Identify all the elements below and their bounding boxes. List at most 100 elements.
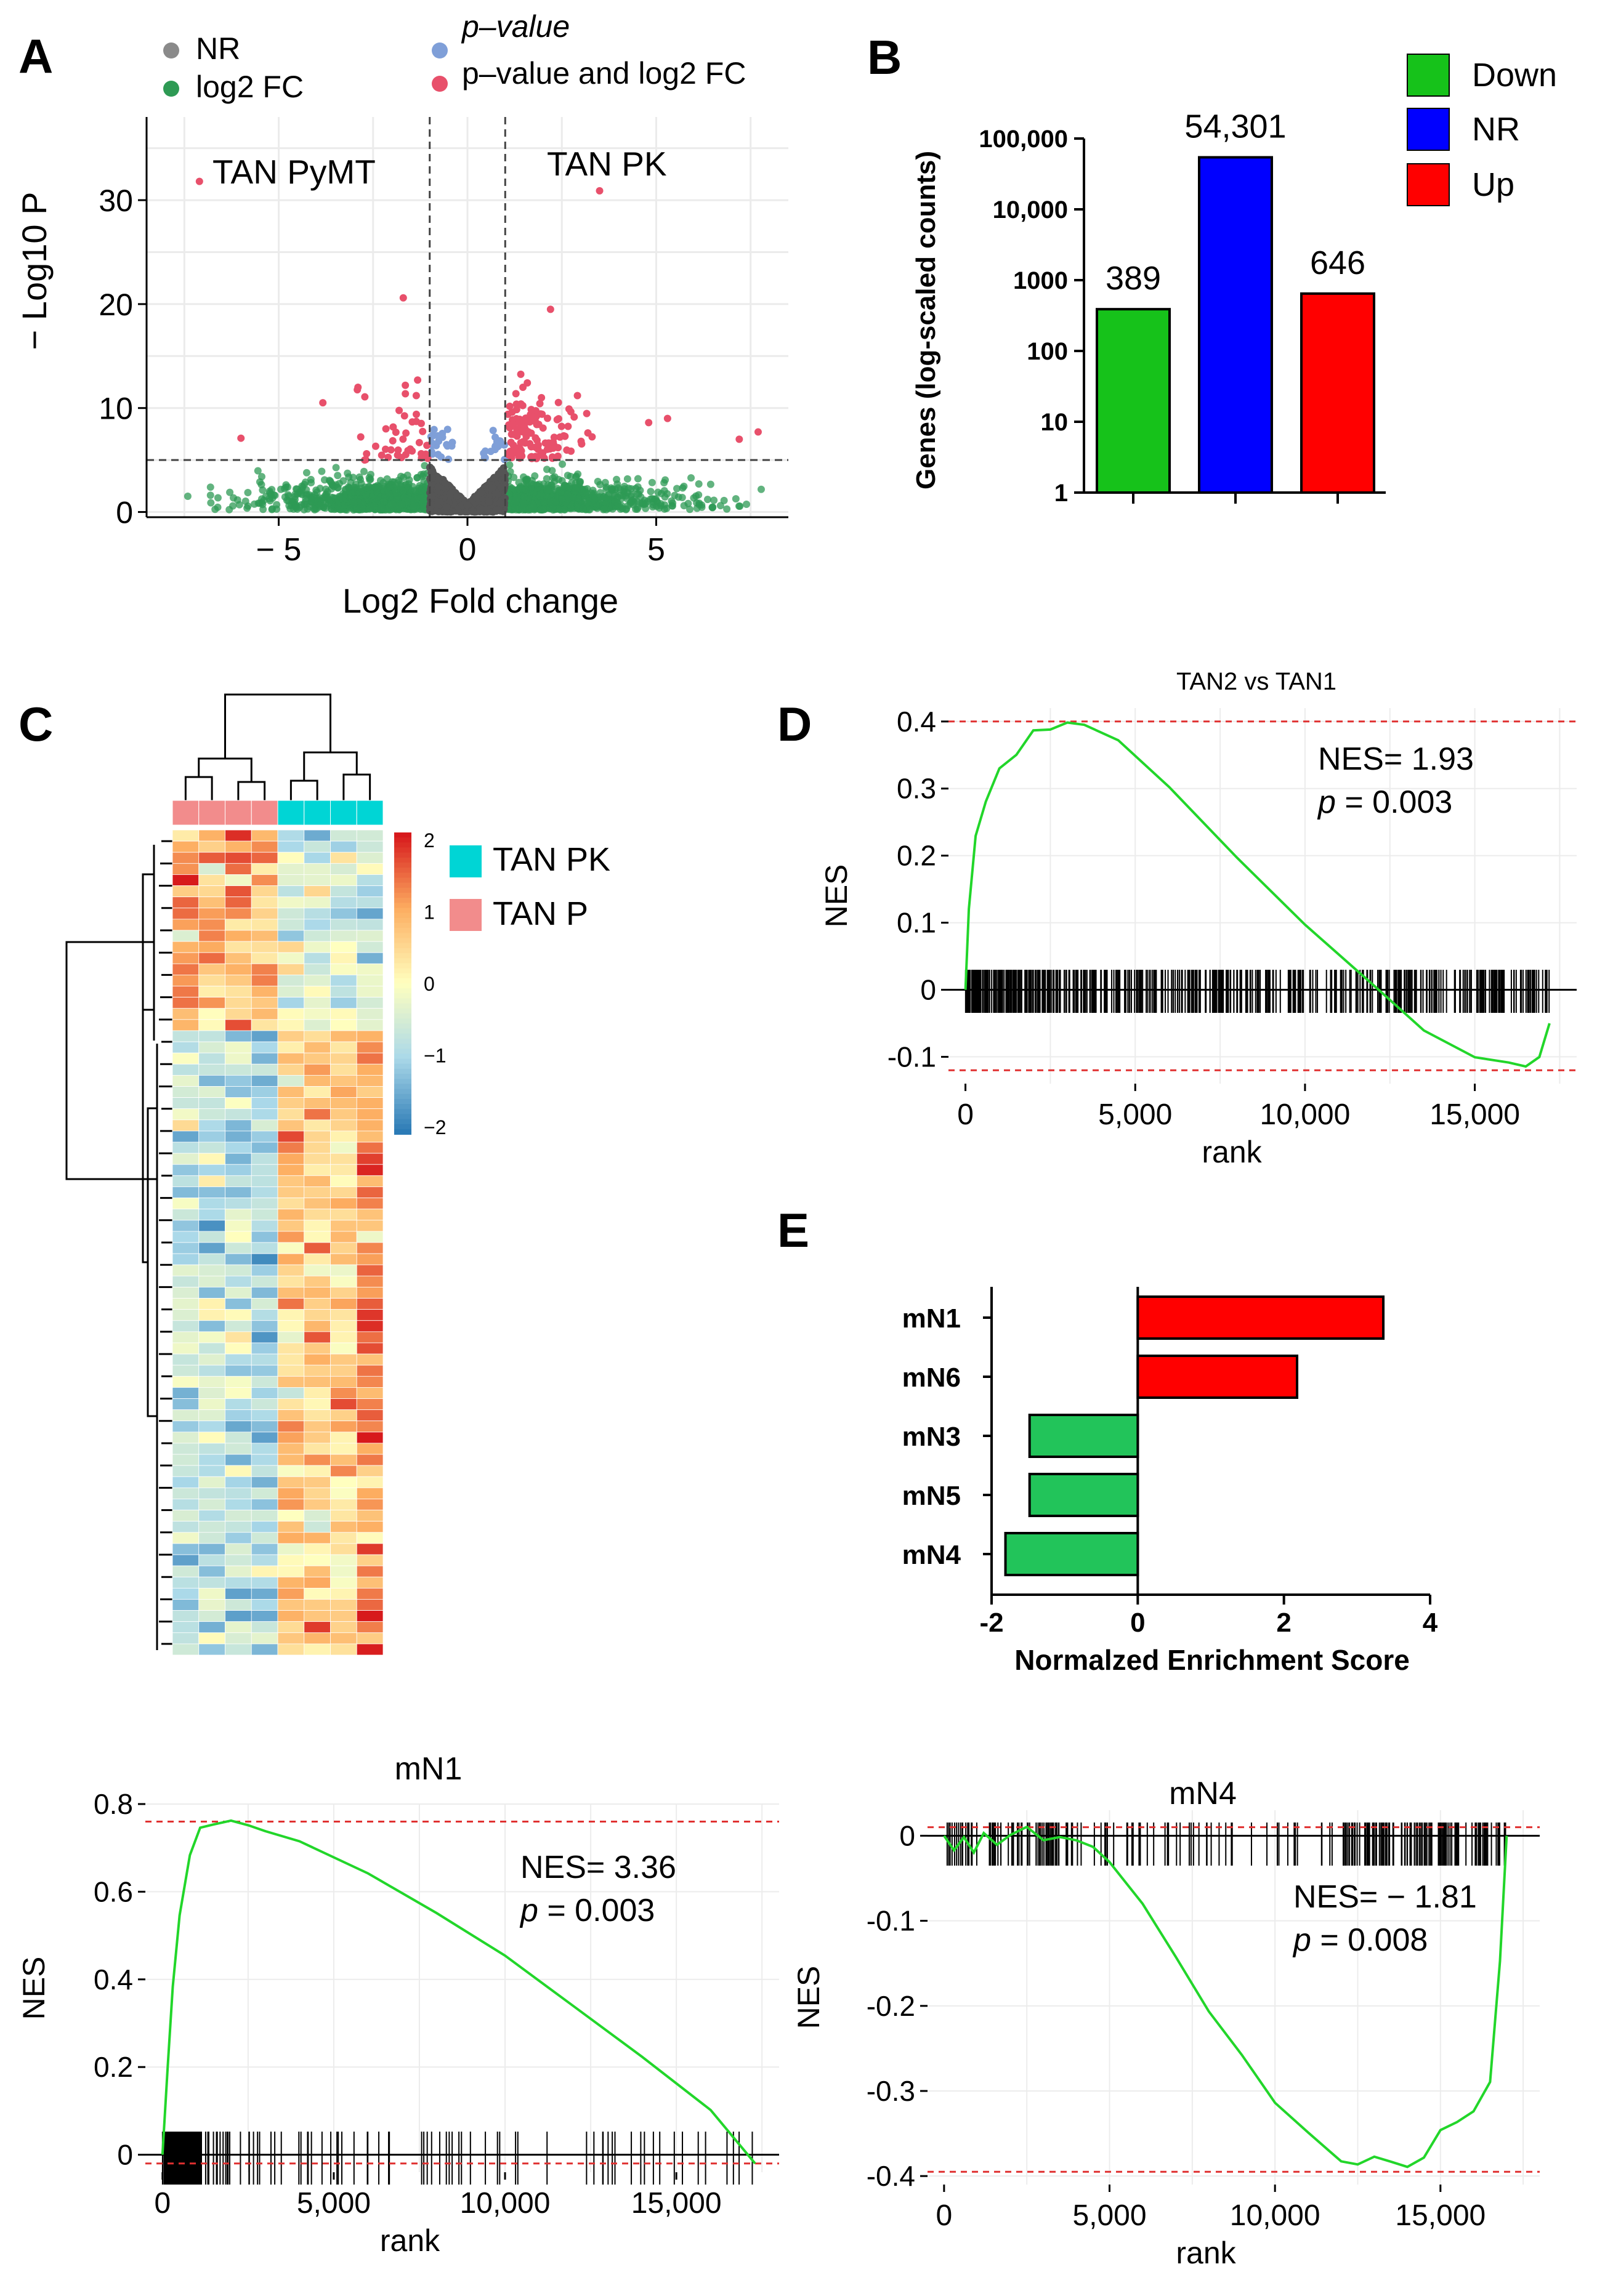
heatmap-cell [172, 1186, 200, 1198]
bar-b-nr [1198, 156, 1273, 494]
heatmap-cell [330, 1119, 357, 1132]
heatmap-cell [225, 1063, 252, 1076]
volcano-point-log2fc [536, 486, 544, 494]
volcano-point-log2fc [559, 460, 567, 468]
heatmap-cell [251, 1008, 278, 1020]
heatmap-cell [356, 1599, 384, 1611]
heatmap-cell [172, 852, 200, 864]
label-tan-pymt: TAN PyMT [212, 153, 376, 191]
heatmap-cell [277, 1086, 305, 1098]
heatmap-cell [304, 908, 331, 920]
colorbar-step [394, 1018, 411, 1025]
volcano-point-significant [510, 430, 518, 438]
heatmap-cell [277, 896, 305, 909]
volcano-point-significant [402, 429, 410, 437]
heatmap-cell [304, 1231, 331, 1243]
heatmap-cell [330, 1587, 357, 1600]
heatmap-cell [172, 1420, 200, 1433]
heatmap-cell [304, 1499, 331, 1510]
heatmap-cell [198, 1510, 225, 1522]
heatmap-cell [172, 1387, 200, 1399]
volcano-point-significant [515, 450, 523, 458]
heatmap-cell [304, 896, 331, 909]
volcano-point-log2fc [413, 474, 421, 482]
volcano-xtick-label: 5 [647, 532, 665, 568]
heatmap-cell [172, 1086, 200, 1098]
heatmap-cell [277, 1476, 305, 1488]
nes-xlabel: Normalzed Enrichment Score [1014, 1644, 1410, 1676]
heatmap-cell [198, 1242, 225, 1254]
heatmap-cell [225, 952, 252, 964]
heatmap-cell [356, 1242, 384, 1254]
heatmap-cell [225, 1643, 252, 1656]
heatmap-cell [304, 1342, 331, 1355]
heatmap-cell [172, 952, 200, 964]
heatmap-cell [304, 1510, 331, 1522]
heatmap-cell [330, 1353, 357, 1366]
panel-letter-d: D [777, 697, 812, 751]
heatmap-cell [251, 1298, 278, 1310]
gsea-ytick-label: 0.1 [897, 907, 936, 939]
volcano-point-significant [563, 446, 571, 454]
gsea-xtick-label: 15,000 [1429, 1098, 1520, 1131]
gsea-ytick-label: 0 [117, 2139, 133, 2171]
heatmap-cell [330, 852, 357, 864]
heatmap-cell [304, 1264, 331, 1276]
gsea-plot-area [948, 708, 1577, 1084]
heatmap-cell [172, 1510, 200, 1522]
gsea-ytick-label: 0.3 [897, 773, 936, 805]
heatmap-cell [330, 1320, 357, 1332]
heatmap-cell [172, 1432, 200, 1444]
volcano-point-log2fc [634, 475, 642, 483]
colorbar-step [394, 917, 411, 924]
heatmap-cell [356, 1041, 384, 1053]
heatmap-cell [304, 1052, 331, 1065]
gsea-annotation-p-value: = 0.008 [1311, 1922, 1428, 1958]
heatmap-cell [251, 1465, 278, 1477]
volcano-ytick-label: 20 [99, 288, 133, 322]
volcano-point-log2fc [273, 501, 281, 509]
heatmap-cell [251, 1353, 278, 1366]
heatmap-cell [198, 1063, 225, 1076]
heatmap-cell [172, 1119, 200, 1132]
heatmap-cell [356, 1019, 384, 1031]
heatmap-cell [304, 1465, 331, 1477]
heatmap-cell [251, 863, 278, 875]
heatmap-cell [356, 1264, 384, 1276]
legend-label-down: Down [1472, 57, 1557, 94]
volcano-point-log2fc [596, 489, 604, 497]
volcano-point-log2fc [244, 489, 252, 497]
volcano-point-nr [447, 492, 455, 500]
heatmap-cell [251, 885, 278, 898]
heatmap-cell [225, 1543, 252, 1555]
heatmap-cell [198, 986, 225, 998]
gsea-ytick-label: 0.2 [897, 840, 936, 872]
volcano-point-log2fc [613, 499, 621, 507]
heatmap-cell [304, 1198, 331, 1210]
volcano-point-log2fc [673, 485, 681, 493]
heatmap-cell [172, 1331, 200, 1343]
heatmap-cell [330, 1576, 357, 1589]
heatmap-cell [356, 1521, 384, 1533]
volcano-point-significant [378, 451, 386, 459]
colorbar-step [394, 842, 411, 848]
heatmap-cell [304, 1364, 331, 1377]
heatmap-cell [198, 1164, 225, 1176]
heatmap-cell [304, 1275, 331, 1287]
heatmap-cell [356, 1052, 384, 1065]
heatmap-cell [198, 1220, 225, 1232]
heatmap-cell [277, 1342, 305, 1355]
heatmap-cell [330, 1621, 357, 1633]
colorbar-tick-label: 1 [424, 901, 435, 924]
heatmap-cell [277, 1041, 305, 1053]
heatmap-cell [330, 1242, 357, 1254]
heatmap-cell [172, 1030, 200, 1042]
nes-category-label: mN5 [902, 1481, 961, 1511]
colorbar-step [394, 943, 411, 949]
heatmap-cell [251, 1231, 278, 1243]
gsea-title: TAN2 vs TAN1 [1176, 668, 1336, 695]
heatmap-cell [251, 1119, 278, 1132]
heatmap-cell [304, 1074, 331, 1087]
heatmap-cell [225, 1499, 252, 1510]
heatmap-colorbar: 2 1 0 −1 −2 [394, 829, 446, 1138]
